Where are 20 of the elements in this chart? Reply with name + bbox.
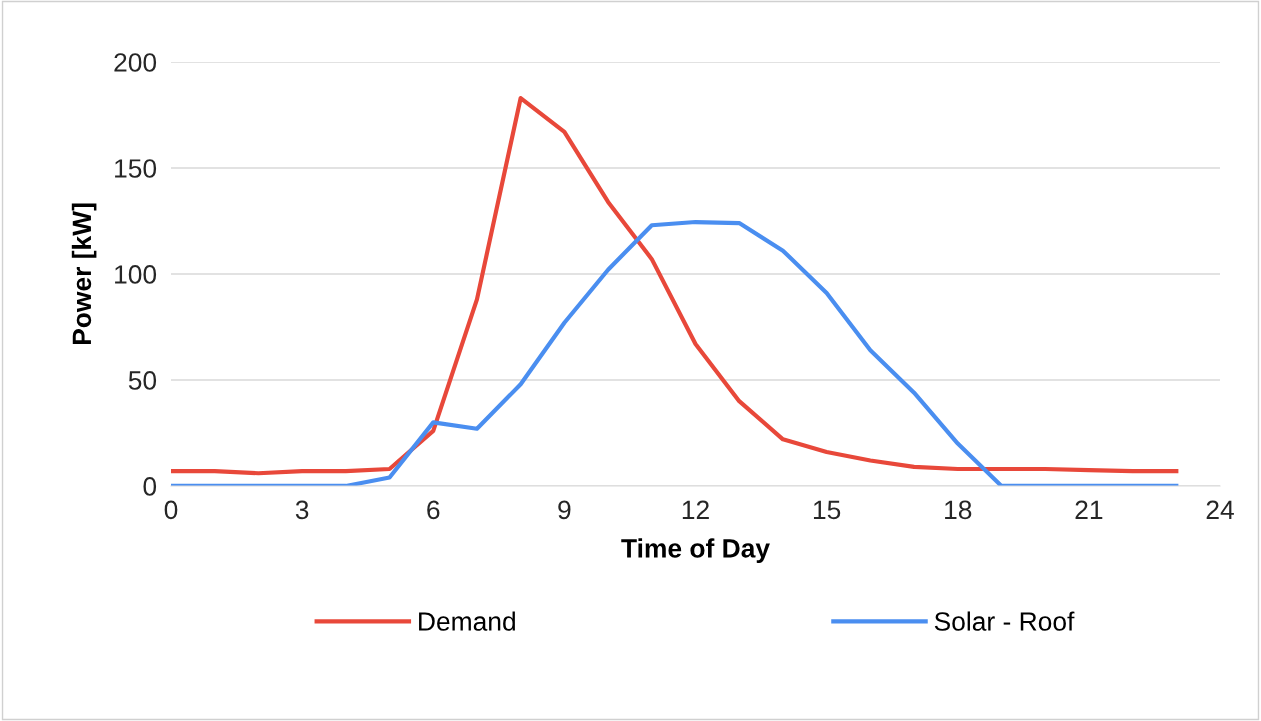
- y-tick-label: 50: [128, 371, 157, 390]
- y-tick-label: 200: [114, 53, 157, 72]
- line-series: [170, 95, 1179, 476]
- legend-label: Solar - Roof: [934, 611, 1075, 631]
- line-series: [170, 219, 1179, 486]
- x-tick-label: 0: [164, 500, 178, 520]
- y-tick-label: 150: [115, 159, 157, 178]
- x-tick-label: 3: [295, 500, 309, 520]
- x-tick-label: 21: [1075, 500, 1103, 519]
- legend-label: Demand: [419, 611, 515, 631]
- y-tick-label: 100: [115, 265, 157, 284]
- x-tick-label: 6: [427, 500, 440, 520]
- y-tick-label: 0: [143, 477, 157, 496]
- x-tick-label: 12: [682, 500, 709, 519]
- x-tick-label: 9: [558, 500, 571, 520]
- x-tick-label: 18: [945, 500, 972, 520]
- x-axis-title: Time of Day: [621, 538, 770, 563]
- y-axis-title: Power [kW]: [71, 203, 97, 345]
- x-tick-label: 24: [1206, 500, 1234, 519]
- x-tick-label: 15: [813, 500, 841, 520]
